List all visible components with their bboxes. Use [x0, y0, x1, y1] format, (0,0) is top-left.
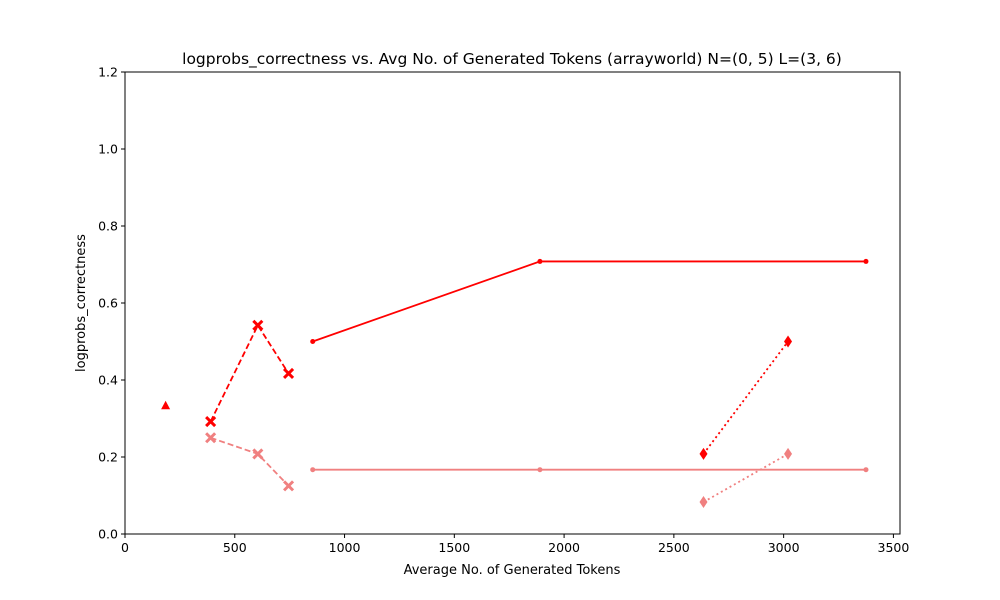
x-axis-title: Average No. of Generated Tokens — [404, 563, 621, 578]
data-point — [252, 448, 264, 460]
y-tick-label: 1.0 — [98, 142, 118, 157]
data-point — [699, 447, 708, 460]
data-point — [283, 367, 295, 380]
x-tick-label: 3000 — [768, 540, 800, 555]
data-point — [310, 467, 316, 473]
data-point — [205, 416, 217, 428]
y-tick-label: 0.2 — [98, 450, 118, 465]
axes-frame — [124, 71, 901, 535]
y-tick-label: 0.0 — [98, 527, 118, 542]
y-tick-label: 0.8 — [98, 219, 118, 234]
x-tick-label: 2500 — [658, 540, 690, 555]
x-tick-label: 1000 — [329, 540, 361, 555]
data-point — [205, 432, 217, 444]
data-point — [863, 258, 869, 264]
data-point — [863, 467, 869, 473]
data-point — [699, 496, 708, 509]
data-point — [310, 339, 316, 344]
data-point — [537, 258, 543, 264]
data-point — [283, 480, 295, 492]
series-line — [209, 323, 290, 422]
series-line — [702, 340, 789, 455]
x-tick-label: 500 — [223, 540, 247, 555]
x-tick-label: 3500 — [878, 540, 910, 555]
y-tick-label: 0.4 — [98, 373, 118, 388]
x-tick-label: 2000 — [548, 540, 580, 555]
data-point — [252, 319, 264, 331]
plot-area: 0 500 1000 1500 2000 2500 3000 3500 0.0 0.2 0.4 0.6… — [98, 65, 909, 556]
x-tick-label: 1500 — [438, 540, 470, 555]
y-axis-title: logprobs_correctness — [74, 234, 89, 372]
data-point — [784, 447, 793, 460]
data-point — [537, 467, 543, 473]
series-line — [703, 453, 789, 503]
chart-title: logprobs_correctness vs. Avg No. of Gene… — [182, 50, 842, 69]
x-tick-label: 0 — [121, 540, 129, 555]
data-point — [784, 335, 793, 348]
y-tick-label: 0.6 — [98, 296, 118, 311]
data-point — [161, 400, 171, 410]
y-tick-label: 1.2 — [98, 65, 118, 80]
